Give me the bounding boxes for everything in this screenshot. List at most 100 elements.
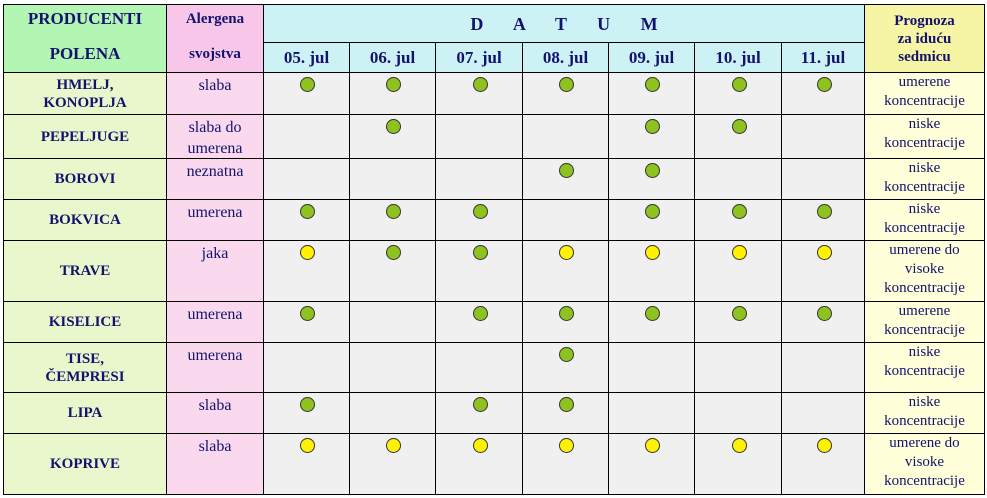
- green-dot-icon: [816, 306, 832, 321]
- day-cell: [349, 158, 436, 200]
- day-cell: [263, 342, 350, 393]
- day-cell: [263, 72, 350, 115]
- day-cell: [522, 114, 609, 159]
- day-cell: [694, 240, 782, 302]
- day-cell: [349, 433, 436, 495]
- date-label: 08. jul: [542, 47, 589, 67]
- yellow-dot-icon: [816, 245, 832, 260]
- green-dot-icon: [645, 204, 660, 219]
- row-allergen: umerena: [166, 199, 264, 241]
- date-header: 06. jul: [349, 42, 436, 73]
- day-cell: [694, 301, 782, 343]
- allergen-line: umerena: [187, 347, 243, 364]
- forecast-line: visoke: [904, 454, 945, 470]
- day-cell: [608, 158, 695, 200]
- day-cell: [781, 433, 865, 495]
- green-dot-icon: [645, 163, 660, 178]
- row-allergen: umerena: [166, 301, 264, 343]
- date-label: 06. jul: [369, 47, 416, 67]
- day-cell: [608, 433, 695, 495]
- day-cell: [349, 301, 436, 343]
- row-allergen: slaba: [166, 72, 264, 115]
- forecast-line: niske: [908, 116, 941, 132]
- green-dot-icon: [386, 119, 401, 134]
- plant-name-line: ČEMPRESI: [45, 368, 125, 385]
- allergen-line: slaba: [198, 77, 232, 94]
- date-label: 11. jul: [800, 47, 846, 67]
- day-cell: [349, 392, 436, 434]
- forecast-line: niske: [908, 160, 941, 176]
- row-forecast: niske koncentracije: [864, 114, 985, 159]
- green-dot-icon: [386, 77, 401, 92]
- datum-label: D A T U M: [470, 13, 658, 34]
- day-cell: [435, 114, 523, 159]
- day-cell: [608, 114, 695, 159]
- row-allergen: umerena: [166, 342, 264, 393]
- day-cell: [349, 199, 436, 241]
- header-allergen: Alergena svojstva: [166, 4, 264, 73]
- day-cell: [349, 72, 436, 115]
- day-cell: [694, 114, 782, 159]
- forecast-line: umerene: [898, 74, 951, 90]
- row-plant-name: TRAVE: [3, 240, 167, 302]
- header-forecast-line: za iduću: [897, 30, 952, 47]
- day-cell: [522, 301, 609, 343]
- green-dot-icon: [300, 204, 315, 219]
- row-plant-name: KISELICE: [3, 301, 167, 343]
- header-forecast-line: Prognoza: [894, 12, 955, 29]
- day-cell: [781, 158, 865, 200]
- green-dot-icon: [472, 306, 488, 321]
- green-dot-icon: [472, 397, 488, 412]
- date-header: 09. jul: [608, 42, 695, 73]
- day-cell: [522, 72, 609, 115]
- day-cell: [435, 342, 523, 393]
- green-dot-icon: [731, 77, 747, 92]
- row-forecast: umerene koncentracije: [864, 301, 985, 343]
- yellow-dot-icon: [816, 438, 832, 453]
- green-dot-icon: [645, 119, 660, 134]
- forecast-line: umerene do: [889, 242, 960, 258]
- green-dot-icon: [816, 204, 832, 219]
- allergen-line: slaba: [198, 397, 232, 414]
- day-cell: [694, 342, 782, 393]
- day-cell: [522, 240, 609, 302]
- green-dot-icon: [386, 204, 401, 219]
- day-cell: [781, 240, 865, 302]
- day-cell: [435, 199, 523, 241]
- date-header: 05. jul: [263, 42, 350, 73]
- green-dot-icon: [300, 397, 315, 412]
- day-cell: [781, 199, 865, 241]
- yellow-dot-icon: [559, 438, 574, 453]
- day-cell: [694, 72, 782, 115]
- day-cell: [522, 158, 609, 200]
- green-dot-icon: [731, 119, 747, 134]
- day-cell: [435, 240, 523, 302]
- row-forecast: umerene do visoke koncentracije: [864, 433, 985, 495]
- green-dot-icon: [386, 245, 401, 260]
- yellow-dot-icon: [386, 438, 401, 453]
- day-cell: [263, 392, 350, 434]
- green-dot-icon: [472, 204, 488, 219]
- day-cell: [263, 240, 350, 302]
- row-plant-name: HMELJ, KONOPLJA: [3, 72, 167, 115]
- day-cell: [349, 114, 436, 159]
- header-allergen-line: Alergena: [185, 11, 245, 27]
- day-cell: [349, 240, 436, 302]
- date-label: 09. jul: [628, 47, 675, 67]
- day-cell: [608, 240, 695, 302]
- yellow-dot-icon: [300, 245, 315, 260]
- day-cell: [263, 433, 350, 495]
- forecast-line: koncentracije: [884, 135, 965, 151]
- green-dot-icon: [559, 306, 574, 321]
- yellow-dot-icon: [731, 245, 747, 260]
- day-cell: [781, 114, 865, 159]
- day-cell: [522, 392, 609, 434]
- day-cell: [522, 342, 609, 393]
- plant-name-line: TISE,: [66, 350, 104, 367]
- day-cell: [435, 392, 523, 434]
- day-cell: [608, 199, 695, 241]
- yellow-dot-icon: [300, 438, 315, 453]
- plant-name-line: KONOPLJA: [43, 94, 127, 111]
- yellow-dot-icon: [645, 438, 660, 453]
- forecast-line: koncentracije: [884, 93, 965, 109]
